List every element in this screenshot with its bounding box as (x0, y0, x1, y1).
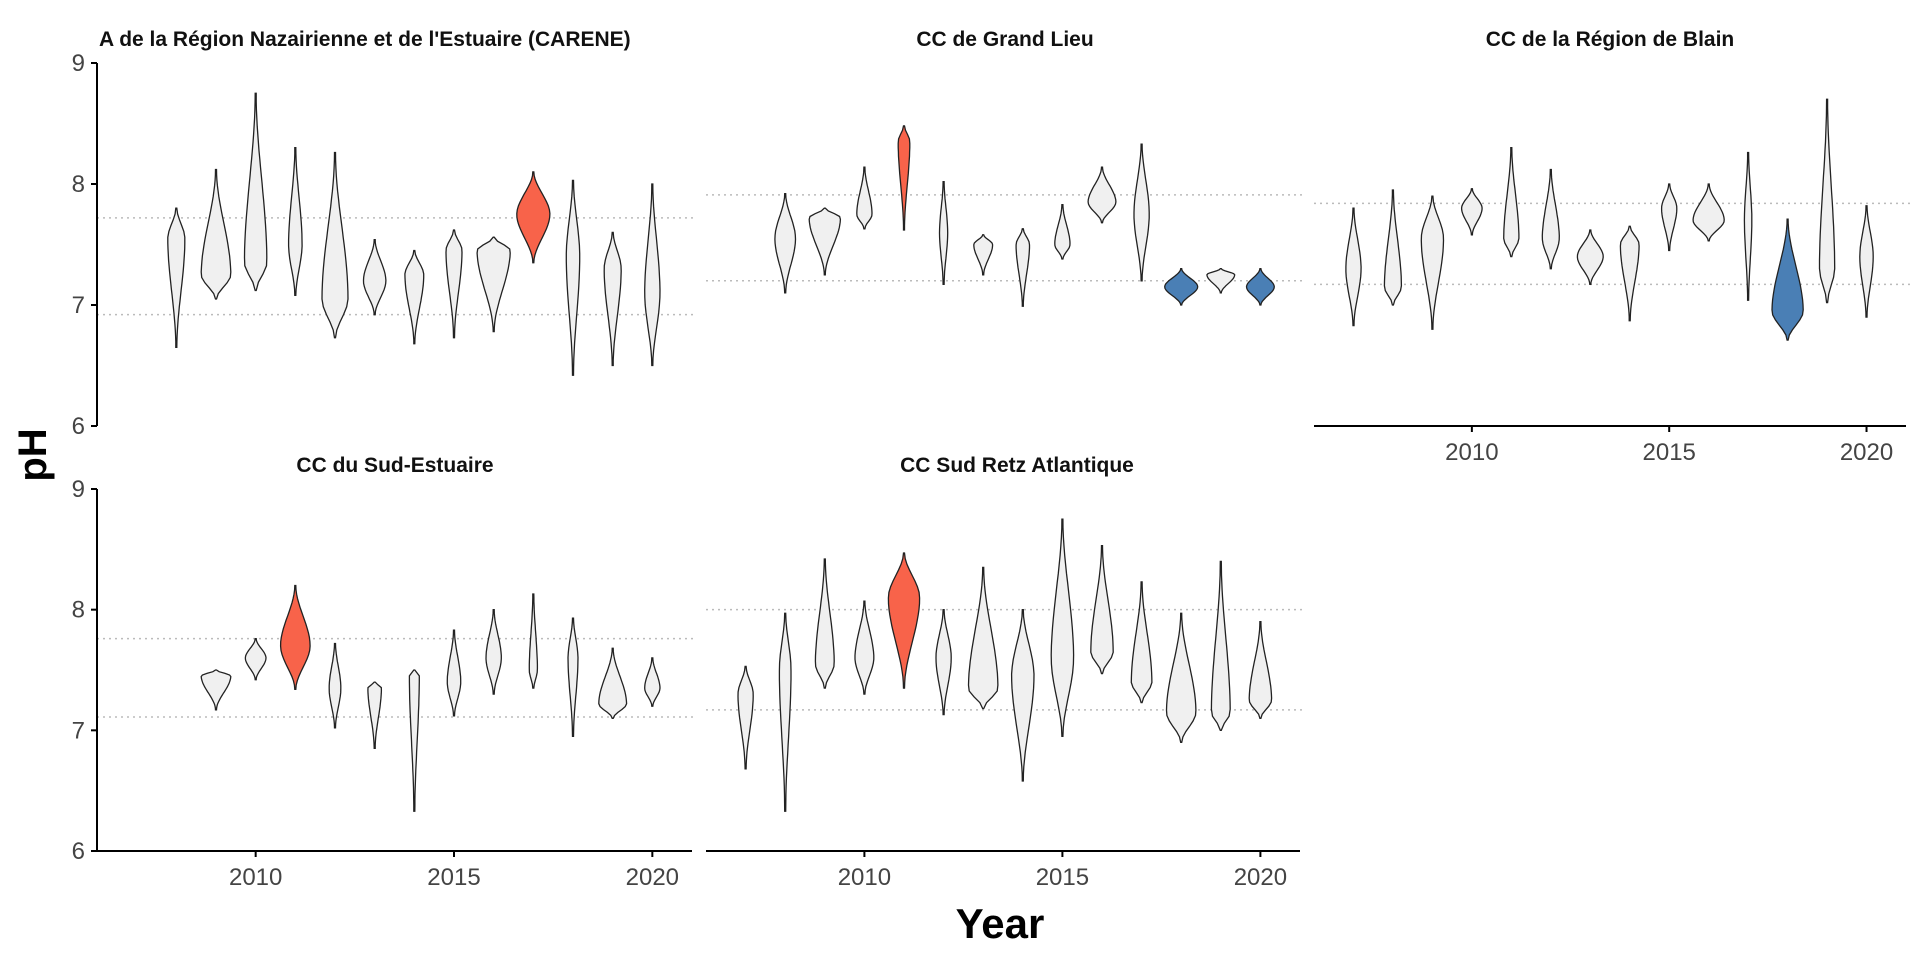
violin-2009 (200, 168, 232, 300)
panel-4: CC du Sud-Estuaire 6 7 8 9 2010 2015 2020 (72, 454, 696, 891)
violin-2012 (935, 609, 952, 716)
violin-2019 (598, 647, 628, 719)
violin-2018 (565, 179, 581, 376)
violin-2009 (808, 207, 842, 276)
violin-2014 (1015, 228, 1031, 307)
violin-2010 (856, 166, 873, 230)
violin-2011 (1503, 147, 1520, 258)
x-tick-label: 2020 (1234, 864, 1287, 891)
violin-2018 (1165, 612, 1197, 744)
y-tick-label: 7 (72, 292, 85, 319)
violin-2020 (1245, 268, 1275, 306)
x-axis-label: Year (956, 900, 1045, 947)
x-tick-label: 2020 (1840, 439, 1893, 466)
violin-2010 (854, 600, 875, 695)
violin-2009 (200, 669, 232, 711)
panel-2: CC de Grand Lieu (706, 28, 1304, 307)
violin-2009 (1420, 195, 1445, 330)
violin-2015 (445, 229, 463, 339)
violin-2019 (1818, 98, 1836, 304)
violin-2015 (1660, 183, 1678, 252)
violin-2013 (367, 681, 383, 750)
panel-1: A de la Région Nazairienne et de l'Estua… (72, 28, 696, 440)
x-tick-label: 2015 (1036, 864, 1089, 891)
violin-2012 (1541, 168, 1560, 270)
violin-2019 (1206, 268, 1236, 294)
violin-2020 (1859, 205, 1874, 318)
violin-2015 (1050, 518, 1075, 738)
violin-2011 (279, 584, 311, 690)
violin-2016 (1090, 545, 1114, 675)
violin-2014 (408, 669, 420, 812)
violin-2016 (485, 609, 502, 695)
violin-2012 (328, 642, 342, 729)
violin-2017 (516, 171, 551, 264)
violin-2011 (897, 125, 911, 231)
violin-2017 (528, 593, 539, 689)
y-tick-label: 6 (72, 413, 85, 440)
x-tick-label: 2010 (1445, 439, 1498, 466)
facet-panels: A de la Région Nazairienne et de l'Estua… (72, 28, 1910, 891)
x-tick-label: 2010 (229, 864, 282, 891)
violin-2011 (887, 552, 921, 689)
violin-2018 (1771, 218, 1804, 341)
y-tick-label: 8 (72, 597, 85, 624)
violin-2018 (567, 617, 579, 738)
violin-2019 (603, 231, 622, 367)
violin-2018 (1164, 268, 1199, 306)
violin-2008 (774, 193, 797, 294)
x-tick-label: 2020 (626, 864, 679, 891)
y-tick-label: 6 (72, 838, 85, 865)
violin-2007 (737, 665, 754, 770)
violin-2011 (287, 147, 303, 296)
violin-2013 (967, 566, 999, 710)
violin-2017 (1743, 151, 1753, 301)
x-tick-label: 2015 (1643, 439, 1696, 466)
violin-2017 (1130, 581, 1153, 704)
violin-2010 (1460, 188, 1483, 236)
violin-2008 (167, 207, 186, 348)
y-tick-label: 8 (72, 171, 85, 198)
panel-5: CC Sud Retz Atlantique 2010 2015 2020 (706, 454, 1304, 891)
panel-title: CC de Grand Lieu (916, 28, 1093, 51)
violin-2015 (446, 629, 462, 717)
violin-2020 (1248, 621, 1273, 719)
y-tick-label: 7 (72, 717, 85, 744)
violin-2010 (243, 92, 268, 292)
panel-title: CC Sud Retz Atlantique (900, 454, 1134, 477)
y-axis-label: pH (11, 428, 55, 481)
violin-2020 (644, 183, 661, 367)
violin-2014 (1010, 609, 1035, 782)
x-tick-label: 2010 (838, 864, 891, 891)
violin-2012 (938, 180, 949, 286)
panel-title: CC du Sud-Estuaire (296, 454, 493, 477)
violin-2008 (1383, 189, 1403, 306)
violin-2010 (244, 637, 267, 681)
violin-2008 (778, 612, 792, 812)
violin-2015 (1054, 203, 1071, 260)
y-tick-label: 9 (72, 50, 85, 77)
y-tick-label: 9 (72, 476, 85, 503)
panel-3: CC de la Région de Blain 2010 2015 2020 (1314, 28, 1910, 466)
violin-2013 (1576, 229, 1604, 286)
panel-title: CC de la Région de Blain (1486, 28, 1735, 51)
violin-2017 (1133, 143, 1150, 282)
panel-title: A de la Région Nazairienne et de l'Estua… (99, 28, 631, 51)
violin-2014 (404, 249, 425, 345)
violin-2020 (644, 657, 661, 707)
violin-2019 (1210, 560, 1231, 731)
x-tick-label: 2015 (427, 864, 480, 891)
violin-2014 (1619, 225, 1640, 322)
violin-2012 (321, 151, 349, 339)
violin-2013 (973, 234, 994, 276)
violin-2016 (476, 236, 511, 333)
violin-2013 (362, 239, 387, 316)
violin-2007 (1345, 207, 1362, 327)
violin-2016 (1692, 183, 1725, 242)
violin-2009 (814, 558, 835, 689)
violin-2016 (1087, 166, 1117, 224)
